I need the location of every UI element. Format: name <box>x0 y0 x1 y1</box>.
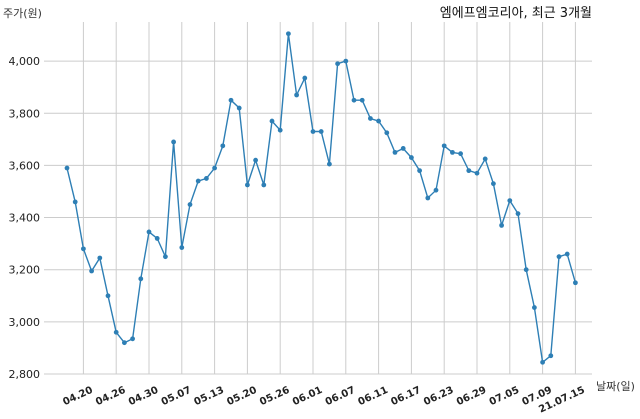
data-point <box>277 127 283 133</box>
data-point <box>433 187 439 193</box>
data-point <box>368 116 373 121</box>
data-point <box>491 181 496 187</box>
data-point <box>359 97 365 103</box>
data-point <box>89 268 94 274</box>
data-point <box>105 293 111 299</box>
x-tick-label: 06.29 <box>455 385 488 408</box>
y-tick-label: 2,800 <box>9 368 41 381</box>
data-point <box>540 359 545 365</box>
data-point <box>450 149 455 155</box>
x-tick-label: 06.01 <box>291 385 324 408</box>
x-tick-label: 06.17 <box>389 385 422 408</box>
data-point <box>122 340 127 346</box>
data-point <box>220 143 226 149</box>
data-point <box>532 305 537 310</box>
data-point <box>179 245 185 250</box>
x-tick-label: 05.07 <box>160 385 193 408</box>
y-tick-label: 3,800 <box>9 107 41 120</box>
data-point <box>335 61 340 67</box>
data-point <box>482 156 488 162</box>
data-point <box>425 195 431 201</box>
data-point <box>392 149 398 155</box>
grid-lines <box>44 22 592 375</box>
y-tick-label: 3,400 <box>9 212 41 225</box>
data-point <box>72 199 78 205</box>
data-point <box>204 176 209 181</box>
data-point <box>130 336 136 342</box>
data-point <box>556 254 562 260</box>
data-point <box>417 168 422 174</box>
chart-title: 엠에프엠코리아, 최근 3개월 <box>440 6 592 21</box>
x-tick-label: 06.23 <box>422 385 455 408</box>
x-tick-label: 06.11 <box>357 385 390 408</box>
data-point <box>466 168 472 174</box>
x-tick-label: 04.30 <box>127 385 160 408</box>
x-tick-label: 05.26 <box>258 385 291 408</box>
price-series <box>64 31 578 365</box>
data-point <box>441 143 447 149</box>
data-point <box>228 97 234 103</box>
data-point <box>294 92 299 98</box>
y-tick-label: 4,000 <box>9 55 41 68</box>
data-point <box>138 276 144 282</box>
data-point <box>384 130 390 136</box>
y-tick-label: 3,600 <box>9 159 41 172</box>
x-tick-label: 05.13 <box>193 385 226 408</box>
data-point <box>523 267 529 273</box>
data-point <box>318 129 324 134</box>
data-point <box>81 246 86 252</box>
data-point <box>245 182 250 188</box>
x-tick-label: 06.07 <box>324 385 357 408</box>
data-point <box>195 178 201 184</box>
series-line <box>66 33 577 364</box>
x-axis-label: 날짜(일) <box>596 379 635 393</box>
data-point <box>548 353 554 359</box>
x-tick-label: 07.05 <box>488 385 521 408</box>
data-point <box>146 229 152 235</box>
data-point <box>327 161 332 167</box>
data-point <box>564 251 570 257</box>
data-point <box>302 75 308 81</box>
data-point <box>154 236 160 241</box>
data-point <box>409 155 414 160</box>
data-point <box>187 202 193 207</box>
x-axis-ticks: 04.20 04.26 04.30 05.07 05.13 05.20 05.26 06.01… <box>61 385 586 416</box>
data-point <box>286 31 291 37</box>
y-axis-ticks: 2,800 3,000 3,200 3,400 3,600 3,800 4,000 <box>9 55 41 381</box>
data-point <box>171 139 177 145</box>
data-point <box>269 118 275 124</box>
data-point <box>236 105 242 111</box>
y-axis-label: 주가(원) <box>3 7 42 20</box>
x-tick-label: 05.20 <box>225 385 258 408</box>
data-point <box>573 280 578 286</box>
data-point <box>113 329 119 335</box>
data-point <box>507 198 513 204</box>
data-point <box>400 146 406 151</box>
data-point <box>261 182 267 188</box>
y-tick-label: 3,000 <box>9 316 41 329</box>
data-point <box>163 254 168 260</box>
data-point <box>499 222 504 228</box>
data-point <box>97 255 103 261</box>
x-tick-label: 04.20 <box>61 385 94 408</box>
data-point <box>351 97 357 103</box>
data-point <box>474 170 480 176</box>
data-point <box>212 165 218 171</box>
data-point <box>310 129 316 134</box>
data-point <box>376 118 381 124</box>
data-point <box>253 157 258 163</box>
y-tick-label: 3,200 <box>9 264 41 277</box>
data-point <box>458 151 463 157</box>
x-tick-label: 04.26 <box>94 385 127 408</box>
data-point <box>515 211 521 217</box>
data-point <box>343 58 349 64</box>
data-point <box>64 165 70 171</box>
